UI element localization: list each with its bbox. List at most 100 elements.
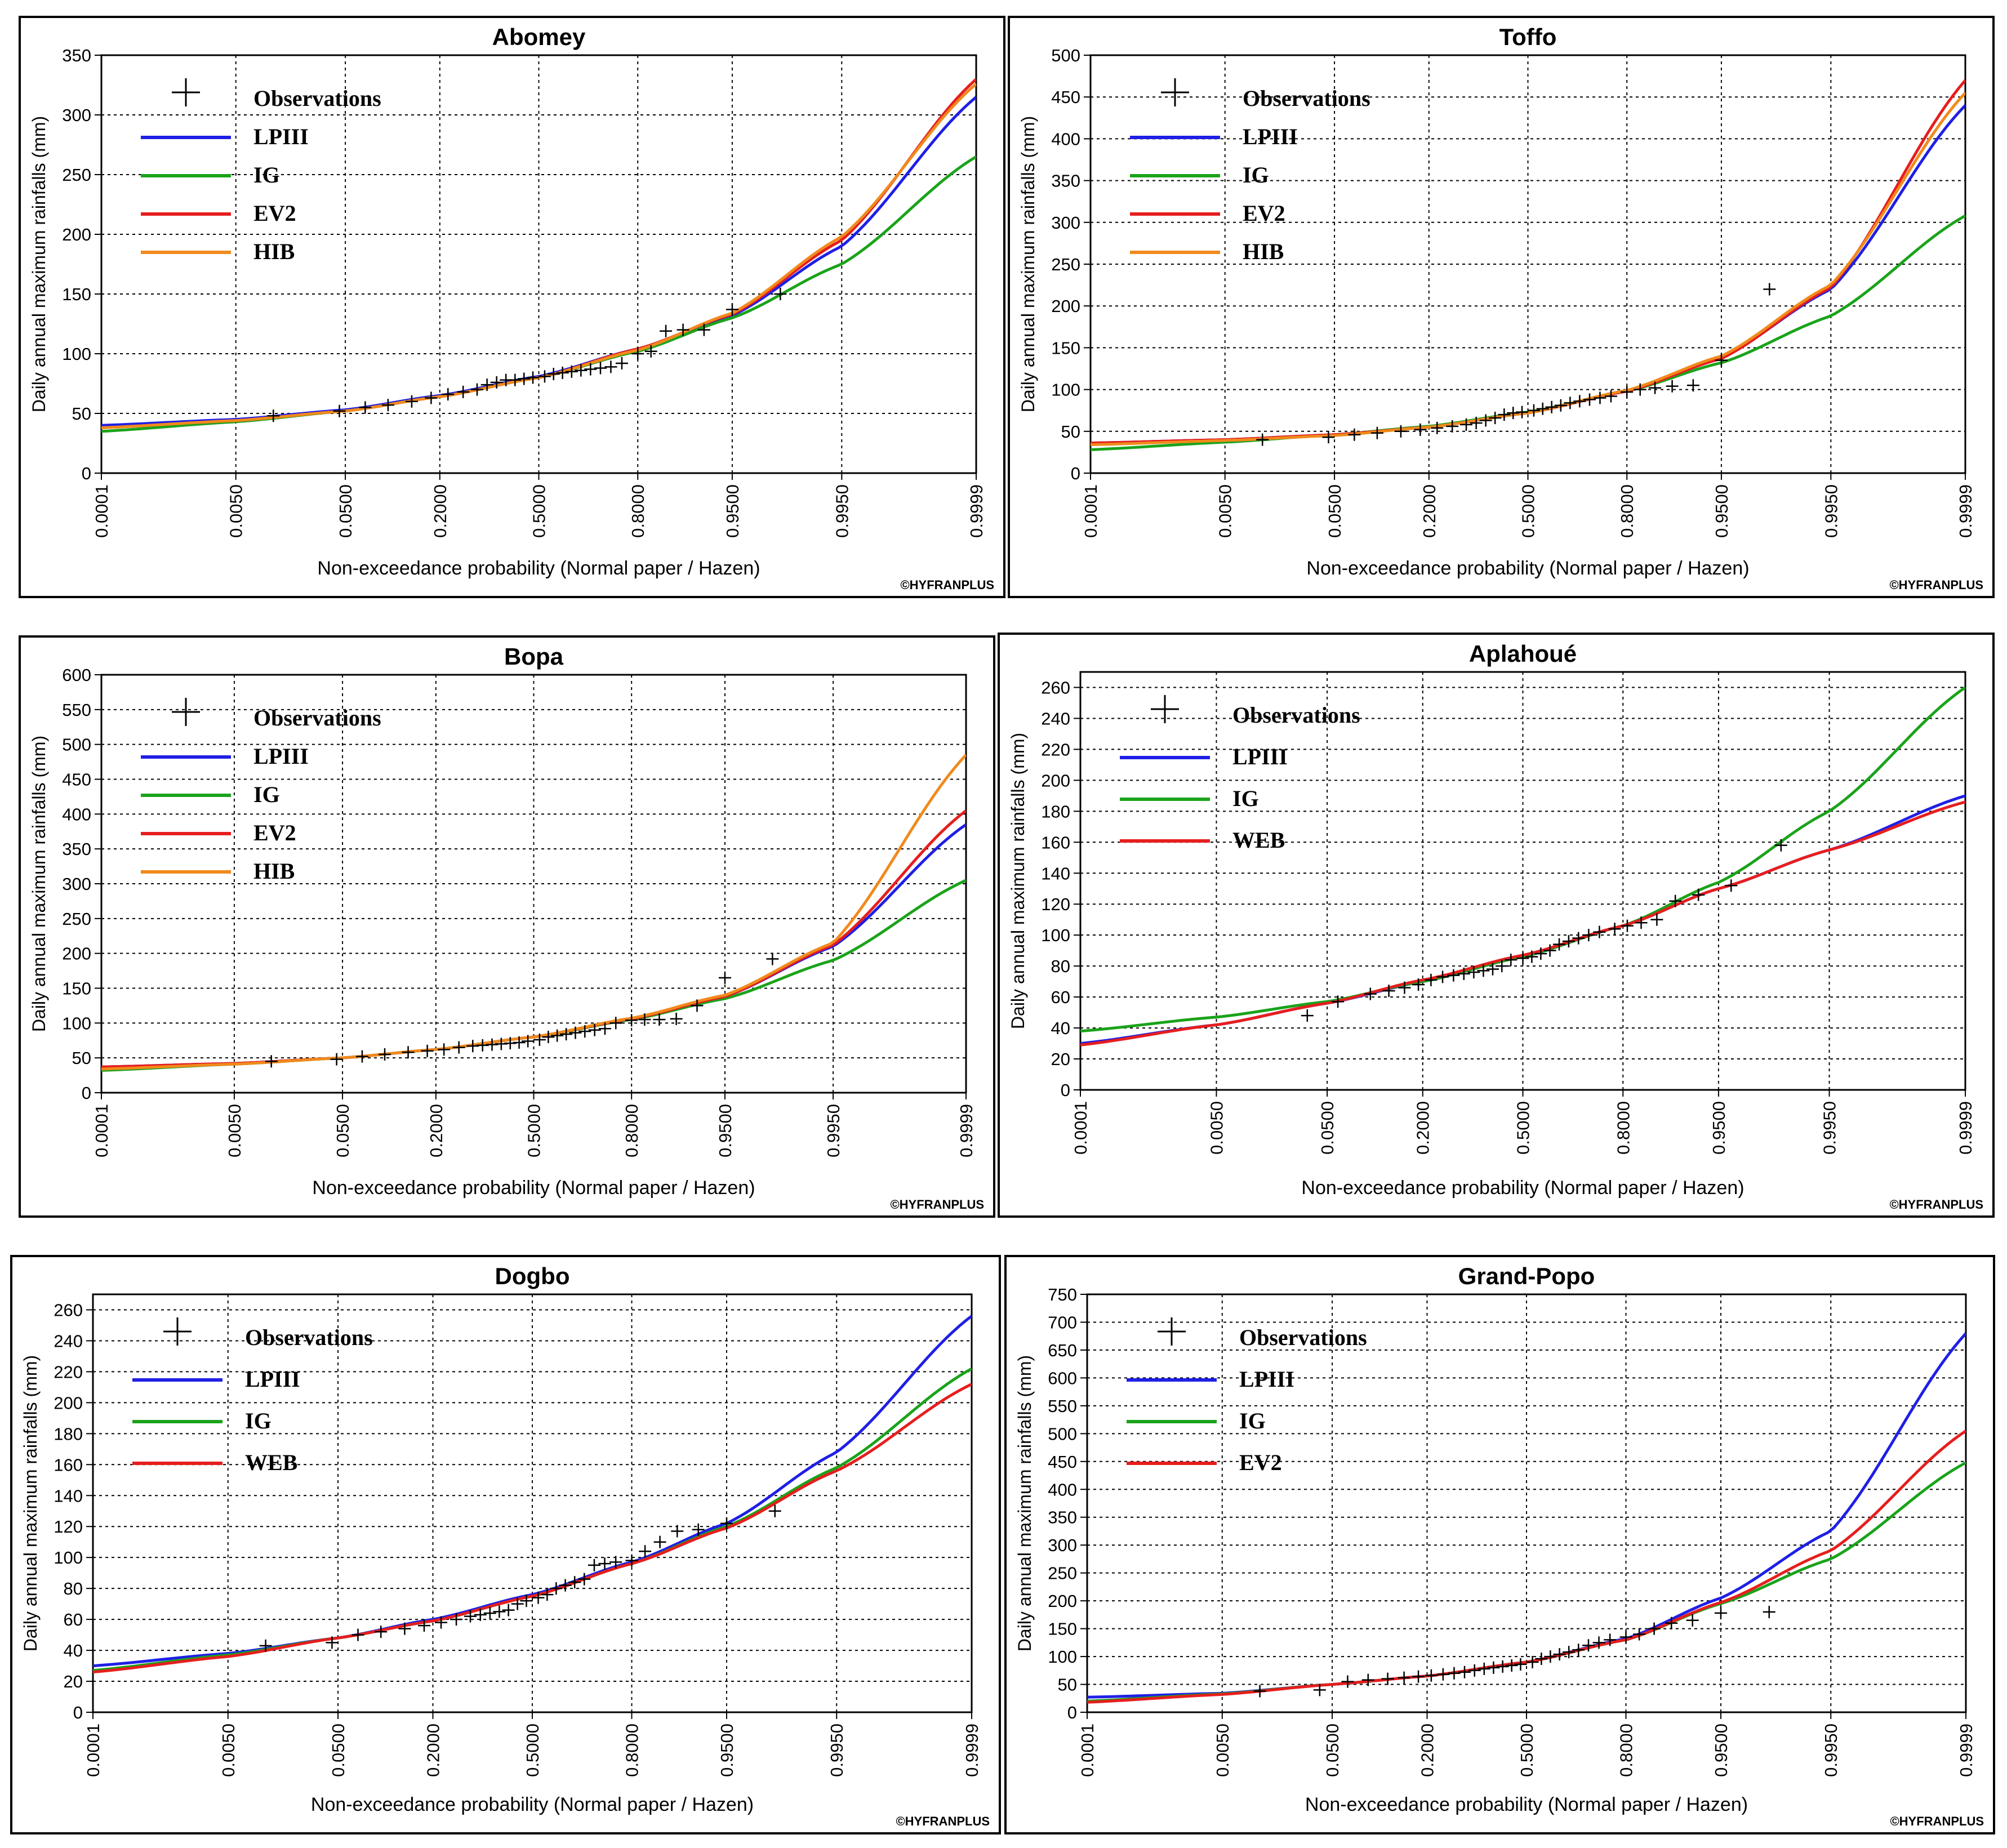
series-lines: [93, 1315, 972, 1673]
observation-point: [1448, 1667, 1461, 1680]
observation-point: [1619, 1631, 1632, 1644]
legend-item-hib: HIB: [141, 239, 295, 264]
observation-point: [1516, 952, 1529, 965]
y-tick-label: 100: [1041, 925, 1070, 945]
x-tick-label: 0.2000: [1417, 1724, 1437, 1777]
y-tick-label: 0: [82, 1083, 91, 1103]
observation-point: [259, 1639, 272, 1652]
legend-label: Observations: [1243, 86, 1370, 111]
y-tick-label: 100: [1051, 380, 1080, 400]
observation-point: [1648, 1622, 1661, 1635]
observation-point: [375, 1626, 388, 1638]
observation-point: [1361, 1673, 1374, 1686]
observation-point: [547, 368, 560, 381]
observation-point: [1478, 1662, 1490, 1675]
observation-point: [691, 999, 704, 1012]
x-tick-label: 0.5000: [523, 1724, 542, 1777]
observation-point: [471, 383, 484, 396]
observation-point: [405, 395, 418, 408]
x-tick-label: 0.8000: [622, 1724, 642, 1777]
observation-point: [1370, 426, 1383, 439]
y-tick-label: 600: [62, 665, 91, 685]
observation-point: [556, 366, 569, 379]
observation-point: [490, 376, 503, 389]
y-tick-label: 50: [72, 1048, 91, 1068]
observation-point: [502, 1604, 515, 1617]
observation-point: [435, 1616, 448, 1629]
y-tick-label: 550: [1048, 1396, 1077, 1416]
x-tick-label: 0.0500: [1323, 1724, 1342, 1777]
x-tick-label: 0.0500: [336, 484, 355, 538]
observation-point: [718, 971, 731, 984]
legend-item-observations: Observations: [1161, 78, 1370, 111]
observation-point: [509, 373, 522, 386]
legend-item-hib: HIB: [1130, 239, 1284, 264]
y-tick-label: 400: [62, 804, 91, 824]
y-tick-label: 150: [1051, 338, 1080, 358]
y-tick-label: 200: [62, 944, 91, 964]
observation-point: [355, 1050, 368, 1063]
observation-point: [1313, 1684, 1326, 1696]
observation-point: [1634, 383, 1646, 396]
y-tick-label: 250: [62, 165, 91, 185]
observation-point: [575, 364, 588, 377]
legend-label: LPIII: [1243, 124, 1298, 149]
observation-point: [1582, 929, 1595, 942]
legend-label: EV2: [253, 201, 296, 226]
y-tick-label: 200: [1041, 771, 1070, 790]
y-tick-label: 0: [1061, 1080, 1070, 1100]
x-tick-label: 0.8000: [1617, 1724, 1636, 1777]
observation-point: [381, 399, 394, 412]
observation-point: [1498, 408, 1511, 421]
observation-point: [644, 345, 657, 358]
credit-label: ©HYFRANPLUS: [1889, 578, 1983, 592]
x-tick-label: 0.8000: [1613, 1101, 1633, 1155]
x-axis-label: Non-exceedance probability (Normal paper…: [1306, 558, 1749, 579]
chart-title: Bopa: [504, 643, 564, 670]
observation-point: [653, 1013, 666, 1026]
y-tick-label: 0: [1067, 1703, 1077, 1722]
legend-label: EV2: [1239, 1450, 1282, 1475]
observation-point: [639, 1545, 652, 1558]
chart-panel-bopa: Bopa 0 50 100 150 200 250 300 350 400 450 500 550 600…: [19, 635, 995, 1218]
grid: [86, 1294, 972, 1719]
y-tick-label: 450: [62, 770, 91, 790]
observation-point: [1496, 1660, 1509, 1673]
observation-point: [550, 1582, 563, 1595]
chart-title: Dogbo: [495, 1263, 570, 1289]
observation-point: [1608, 923, 1621, 936]
y-tick-label: 140: [1041, 863, 1070, 883]
credit-label: ©HYFRANPLUS: [1890, 1814, 1984, 1828]
y-tick-label: 0: [82, 464, 91, 483]
legend: Observations LPIII IG EV2 HIB: [141, 698, 381, 884]
y-tick-label: 750: [1048, 1285, 1077, 1304]
series-line-hib: [1091, 92, 1965, 446]
observation-point: [1398, 981, 1411, 994]
observations: [259, 1504, 781, 1652]
observation-point: [532, 1591, 545, 1604]
legend-label: Observations: [245, 1325, 373, 1350]
observation-point: [1525, 950, 1538, 963]
observation-point: [1425, 1669, 1438, 1682]
series-line-web: [93, 1383, 972, 1673]
observation-point: [670, 1012, 683, 1025]
x-tick-label: 0.9500: [1711, 1724, 1731, 1777]
x-tick-label: 0.9950: [1821, 1724, 1841, 1777]
y-tick-label: 350: [1051, 171, 1080, 191]
observation-point: [726, 303, 738, 316]
legend-item-lpiii: LPIII: [141, 743, 309, 769]
observation-point: [1604, 1633, 1617, 1646]
observation-point: [418, 1619, 431, 1632]
observation-point: [1431, 421, 1444, 434]
observation-point: [1507, 407, 1520, 420]
x-tick-label: 0.0050: [1207, 1101, 1226, 1155]
legend-label: IG: [245, 1408, 272, 1433]
observation-point: [768, 1504, 781, 1517]
legend-label: LPIII: [253, 743, 309, 769]
y-tick-label: 240: [54, 1331, 83, 1351]
x-tick-label: 0.0001: [1081, 484, 1101, 538]
observation-point: [398, 1622, 411, 1635]
x-tick-label: 0.0500: [333, 1104, 353, 1157]
x-tick-label: 0.9950: [1821, 484, 1841, 538]
observation-point: [474, 1608, 487, 1621]
